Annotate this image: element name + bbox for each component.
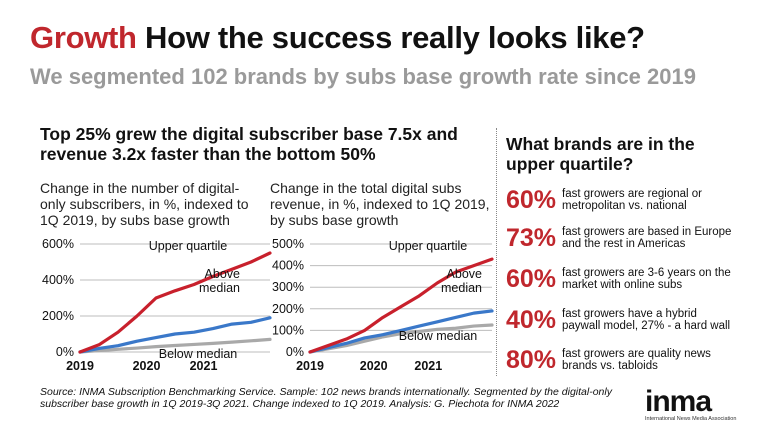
stat-row: 60% fast growers are regional or metropo… [506, 182, 722, 218]
y-tick-label: 0% [56, 345, 74, 359]
x-tick-label: 2019 [296, 359, 324, 373]
logo-subtitle: International News Media Association [645, 416, 737, 422]
stat-percent: 60% [506, 264, 557, 293]
logo-mark: inma [645, 385, 712, 418]
series-label: Upper quartile [389, 239, 468, 253]
y-tick-label: 600% [42, 237, 74, 251]
series-line [78, 316, 272, 354]
stat-row: 80% fast growers are quality news brands… [506, 342, 722, 378]
series-line [78, 251, 272, 354]
title-rest: How the success really looks like? [136, 20, 645, 55]
chart2-description: Change in the total digital subs revenue… [270, 180, 490, 228]
series-line [308, 257, 494, 354]
y-tick-label: 300% [272, 280, 304, 294]
y-tick-label: 400% [272, 259, 304, 273]
x-tick-label: 2021 [190, 359, 218, 373]
series-line [78, 337, 272, 354]
divider [496, 128, 498, 376]
y-tick-label: 200% [272, 302, 304, 316]
x-tick-label: 2020 [360, 359, 388, 373]
series-label: Above [205, 267, 240, 281]
page-subtitle: We segmented 102 brands by subs base gro… [30, 64, 696, 89]
stat-text: fast growers are based in Europe and the… [562, 226, 732, 250]
stat-percent: 40% [506, 305, 557, 334]
series-label: Below median [159, 347, 238, 361]
stat-text: fast growers are quality news brands vs.… [562, 348, 711, 372]
y-tick-label: 500% [272, 237, 304, 251]
y-tick-label: 100% [272, 323, 304, 337]
source-note: Source: INMA Subscription Benchmarking S… [40, 386, 612, 410]
headline: Top 25% grew the digital subscriber base… [40, 124, 458, 164]
series-label: median [441, 281, 482, 295]
stat-percent: 80% [506, 345, 557, 374]
y-tick-label: 0% [286, 345, 304, 359]
stat-percent: 73% [506, 223, 557, 252]
series-line [308, 309, 494, 354]
sidebar-title: What brands are in the upper quartile? [506, 134, 695, 174]
stat-text: fast growers have a hybrid paywall model… [562, 308, 731, 332]
series-label: Below median [399, 329, 478, 343]
y-tick-label: 400% [42, 273, 74, 287]
stat-row: 40% fast growers have a hybrid paywall m… [506, 302, 737, 338]
series-label: Upper quartile [149, 239, 228, 253]
title-accent: Growth [30, 20, 137, 55]
y-tick-label: 200% [42, 309, 74, 323]
stat-percent: 60% [506, 185, 557, 214]
stat-row: 73% fast growers are based in Europe and… [506, 220, 742, 256]
stat-row: 60% fast growers are 3-6 years on the ma… [506, 261, 737, 297]
series-label: median [199, 281, 240, 295]
series-line [308, 323, 494, 354]
stat-text: fast growers are regional or metropolita… [562, 188, 702, 212]
chart1-description: Change in the number of digital-only sub… [40, 180, 249, 228]
subscribers-chart: 0% 200% 400% 600% 2019 2020 2021 Upper quartile… [42, 237, 272, 373]
series-label: Above [447, 267, 482, 281]
x-tick-label: 2019 [66, 359, 94, 373]
page-title: Growth How the success really looks like… [30, 20, 645, 56]
inma-logo: inma International News Media Associatio… [645, 385, 737, 423]
revenue-chart: 0% 100% 200% 300% 400% 500% 2019 2020 2021 Upper … [272, 237, 494, 373]
x-tick-label: 2021 [414, 359, 442, 373]
stat-text: fast growers are 3-6 years on the market… [562, 267, 731, 291]
x-tick-label: 2020 [133, 359, 161, 373]
